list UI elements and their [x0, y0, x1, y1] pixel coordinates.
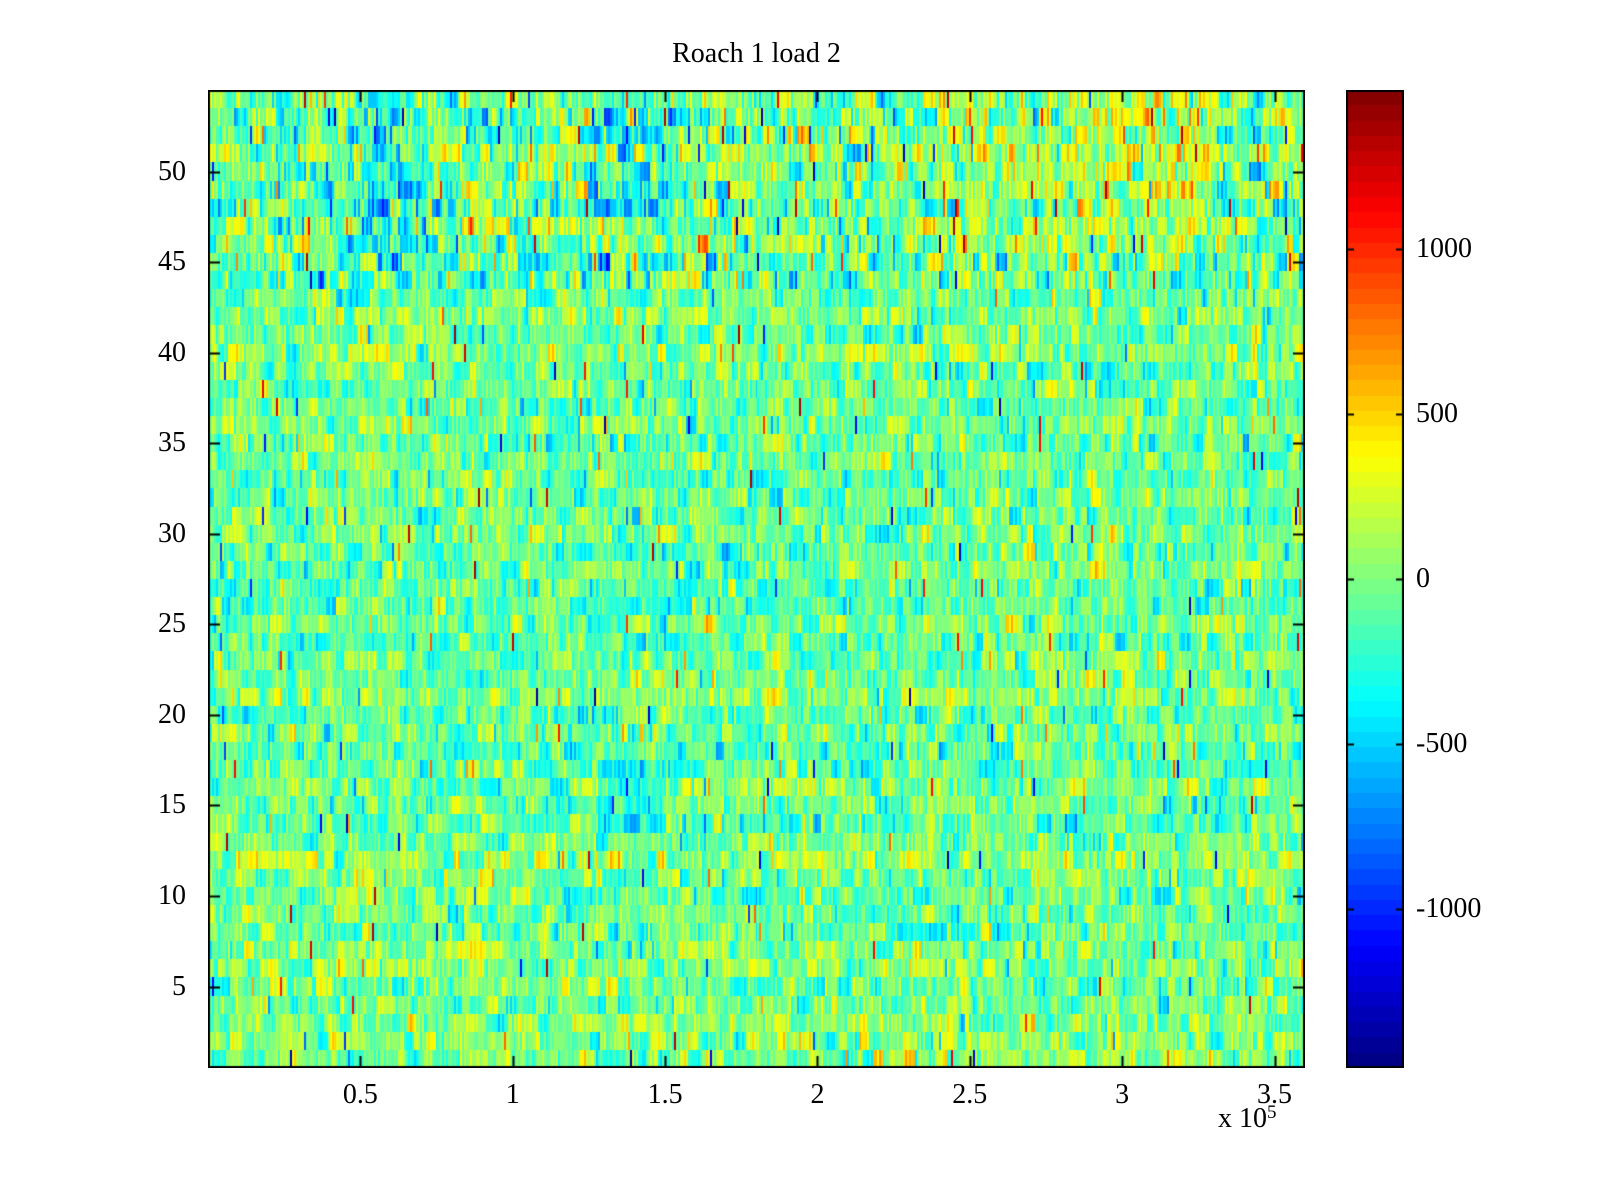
colorbar-tick-label: 1000 [1416, 232, 1472, 264]
colorbar-tick-label: 500 [1416, 397, 1458, 429]
y-tick-label: 50 [158, 155, 186, 187]
x-tick-label: 0.5 [342, 1079, 378, 1110]
x-tick-label: 3.5 [1257, 1079, 1293, 1110]
colorbar-tick-label: -1000 [1416, 893, 1482, 925]
heatmap-canvas [208, 90, 1305, 1068]
colorbar-canvas [1346, 90, 1404, 1068]
exponent-value: 5 [1267, 1102, 1277, 1123]
x-axis-tick-labels: 0.5 1 1.5 2 2.5 3 3.5 [208, 1076, 1305, 1116]
colorbar-tick-labels: -1000 -500 0 500 1000 [1416, 90, 1536, 1068]
y-tick-label: 35 [158, 427, 186, 459]
y-axis-tick-labels: 5 10 15 20 25 30 35 40 45 50 [0, 90, 196, 1068]
y-tick-label: 40 [158, 336, 186, 368]
x-tick-label: 2 [810, 1079, 825, 1110]
y-tick-label: 45 [158, 246, 186, 278]
exponent-prefix: x 10 [1218, 1103, 1267, 1134]
x-tick-label: 1.5 [647, 1079, 683, 1110]
y-tick-label: 5 [172, 970, 186, 1002]
x-axis-exponent-label: x 105 [1218, 1102, 1277, 1135]
x-tick-label: 2.5 [952, 1079, 988, 1110]
x-tick-label: 3 [1115, 1079, 1130, 1110]
colorbar-tick-label: 0 [1416, 563, 1430, 594]
y-tick-label: 15 [158, 789, 186, 821]
colorbar-tick-label: -500 [1416, 728, 1468, 760]
y-tick-label: 10 [158, 879, 186, 911]
plot-title: Roach 1 load 2 [672, 38, 841, 69]
x-tick-label: 1 [505, 1079, 520, 1110]
y-tick-label: 25 [158, 608, 186, 640]
y-tick-label: 20 [158, 698, 186, 730]
y-tick-label: 30 [158, 517, 186, 549]
